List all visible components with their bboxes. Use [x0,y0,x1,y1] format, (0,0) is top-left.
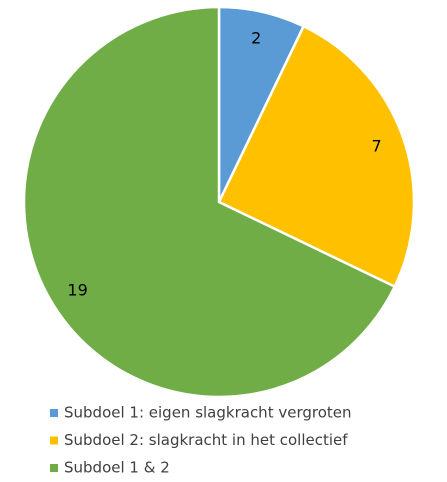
data-label: 7 [372,136,382,155]
legend-label: Subdoel 1: eigen slagkracht vergroten [64,404,352,422]
legend-swatch [50,409,58,417]
pie-slice [217,24,416,289]
pie-slice [22,5,397,399]
legend-label: Subdoel 1 & 2 [64,459,170,477]
data-label: 2 [251,29,261,48]
legend-swatch [50,436,58,445]
legend-label: Subdoel 2: slagkracht in het collectief [64,431,348,449]
data-label: 19 [67,280,87,299]
legend-swatch [50,464,58,472]
